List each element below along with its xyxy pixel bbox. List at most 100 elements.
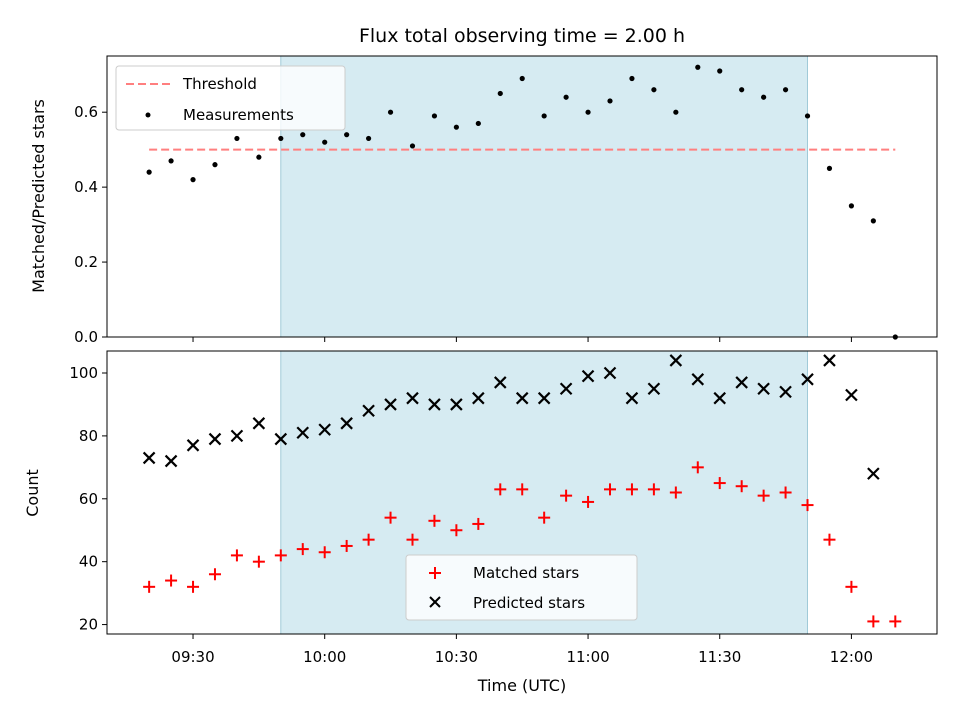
bottom-panel-frame [106,350,938,635]
predicted-star-point [845,388,858,402]
top-ytick-label: 0.2 [74,253,98,271]
matched-star-point [625,483,638,496]
top-xticks [192,337,852,342]
measurement-point [497,90,503,97]
xtick-label: 10:30 [435,648,478,666]
measurement-point [278,135,284,142]
measurement-point [431,113,438,119]
predicted-star-point [384,398,397,411]
top-ylabel: Matched/Predicted stars [29,99,48,293]
matched-star-point [560,489,573,502]
measurement-point [256,154,262,160]
top-panel-shaded-span [280,55,808,338]
matched-star-point [779,486,792,499]
matched-star-point [889,615,902,628]
predicted-star-point [823,354,836,367]
predicted-star-point [208,432,222,446]
measurement-point [234,135,240,142]
predicted-star-point [164,454,178,468]
predicted-star-point [274,432,288,446]
top-panel-frame [106,55,938,338]
bottom-yticks: 20 40 60 80 100 [69,364,107,634]
predicted-star-point [779,385,792,399]
measurement-point [870,218,876,224]
bottom-ytick-label: 100 [69,364,98,382]
measurement-point [212,162,218,168]
predicted-star-point [625,391,639,405]
xtick-label: 11:30 [698,648,741,666]
measurement-point [453,124,459,130]
xtick-label: 10:00 [303,648,346,666]
measurement-point [541,113,547,119]
predicted-star-point [691,373,705,386]
measurement-point [826,165,833,171]
matched-star-point [867,615,880,628]
matched-star-point [450,524,463,537]
predicted-star-point [472,391,485,405]
top-legend: Threshold Measurements [115,65,346,131]
predicted-star-point [493,376,507,389]
legend-measurements-label: Measurements [183,106,294,124]
matched-star-point [604,483,617,496]
measurement-point [695,64,701,70]
matched-star-point [384,511,397,524]
matched-star-point [691,461,704,474]
matched-star-point [669,486,682,499]
predicted-star-point [362,404,375,418]
legend-predicted-label: Predicted stars [473,594,585,612]
bottom-ytick-label: 20 [79,616,98,634]
chart-title: Flux total observing time = 2.00 h [359,25,685,47]
predicted-star-point [230,429,244,443]
measurement-point [344,132,350,138]
matched-star-point [823,533,836,546]
matched-star-point [143,580,156,593]
predicted-stars-points [142,354,880,480]
matched-star-point [472,517,485,530]
bottom-legend: Matched stars Predicted stars [405,554,638,621]
matched-star-point [340,539,353,552]
measurement-point [409,143,416,149]
predicted-star-point [559,382,573,396]
predicted-star-point [801,373,814,386]
measurement-point [804,113,811,119]
bottom-ytick-label: 80 [79,427,98,445]
predicted-star-point [252,417,266,430]
bottom-xticks: 09:30 10:00 10:30 11:00 11:30 12:00 [171,634,873,666]
matched-star-point [757,489,770,502]
predicted-star-point [142,451,156,465]
matched-stars-points [143,461,902,628]
matched-star-point [208,568,221,581]
top-legend-box [115,65,346,131]
measurement-point [519,75,525,82]
matched-star-point [318,546,331,559]
legend-matched-label: Matched stars [473,564,579,582]
predicted-star-point [406,391,419,405]
bottom-ytick-label: 40 [79,553,98,571]
measurement-point [717,68,723,74]
bottom-xlabel: Time (UTC) [477,676,566,695]
top-ytick-label: 0.4 [74,178,98,196]
matched-star-point [274,549,287,562]
top-panel: 0.0 0.2 0.4 0.6 Matched/Predicted stars Thr… [29,55,938,346]
measurement-point [673,109,679,115]
predicted-star-point [757,382,770,396]
predicted-star-point [186,439,200,452]
matched-star-point [516,483,529,496]
xtick-label: 11:00 [566,648,609,666]
predicted-star-point [296,426,310,440]
top-yticks: 0.0 0.2 0.4 0.6 [74,103,107,346]
legend-predicted-swatch [429,596,441,608]
legend-matched-swatch [429,567,441,579]
predicted-star-point [867,467,880,480]
legend-measurements-swatch [145,112,151,118]
measurement-point [322,139,328,145]
matched-star-point [165,574,178,587]
predicted-star-point [735,376,748,389]
top-ytick-label: 0.6 [74,103,98,121]
predicted-star-point [318,423,331,436]
matched-star-point [845,580,858,593]
matched-star-point [713,477,726,490]
matched-star-point [362,533,375,546]
matched-star-point [647,483,660,496]
